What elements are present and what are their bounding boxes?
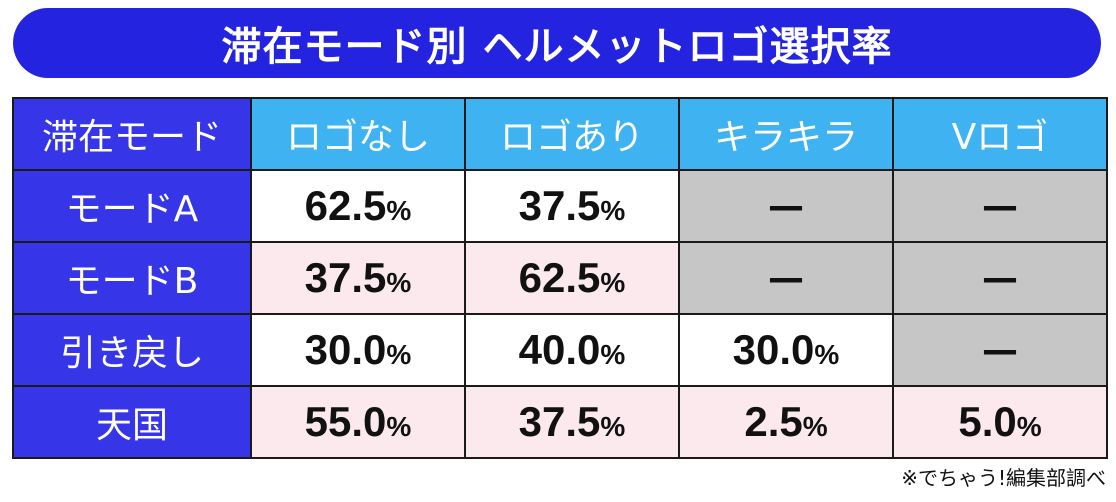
rate-value: 37.5 xyxy=(518,398,601,445)
column-header-v-logo: Vロゴ xyxy=(892,97,1108,171)
table-cell: 37.5% xyxy=(250,241,466,315)
percent-unit: % xyxy=(386,411,412,442)
not-applicable-dash: — xyxy=(768,185,804,227)
percent-unit: % xyxy=(600,267,626,298)
percent-unit: % xyxy=(600,411,626,442)
rate-value: 37.5 xyxy=(518,182,601,229)
percent-unit: % xyxy=(386,339,412,370)
table-cell: — xyxy=(678,169,894,243)
selection-rate-table: 滞在モード ロゴなし ロゴあり キラキラ Vロゴ モードA 62.5% 37.5% —… xyxy=(12,97,1108,459)
percent-unit: % xyxy=(386,195,412,226)
column-header-no-logo: ロゴなし xyxy=(250,97,466,171)
not-applicable-dash: — xyxy=(982,329,1018,371)
table-row-mode-b: モードB 37.5% 62.5% — — xyxy=(12,241,1108,315)
table-cell: — xyxy=(678,241,894,315)
row-header: モードB xyxy=(12,241,252,315)
table-cell: 30.0% xyxy=(678,313,894,387)
table-cell: — xyxy=(892,169,1108,243)
table-row-heaven: 天国 55.0% 37.5% 2.5% 5.0% xyxy=(12,385,1108,459)
row-header: モードA xyxy=(12,169,252,243)
percent-unit: % xyxy=(600,339,626,370)
not-applicable-dash: — xyxy=(982,257,1018,299)
table-cell: 55.0% xyxy=(250,385,466,459)
rate-value: 2.5 xyxy=(744,398,803,445)
table-cell: 40.0% xyxy=(464,313,680,387)
table-cell: 37.5% xyxy=(464,169,680,243)
not-applicable-dash: — xyxy=(982,185,1018,227)
row-header: 天国 xyxy=(12,385,252,459)
table-cell: 37.5% xyxy=(464,385,680,459)
source-footnote: ※でちゃう!編集部調べ xyxy=(901,466,1106,490)
table-cell: 62.5% xyxy=(464,241,680,315)
rate-value: 62.5 xyxy=(304,182,387,229)
table-row-mode-a: モードA 62.5% 37.5% — — xyxy=(12,169,1108,243)
percent-unit: % xyxy=(802,411,828,442)
percent-unit: % xyxy=(814,339,840,370)
percent-unit: % xyxy=(1016,411,1042,442)
percent-unit: % xyxy=(386,267,412,298)
table-cell: 5.0% xyxy=(892,385,1108,459)
table-cell: — xyxy=(892,241,1108,315)
table-cell: — xyxy=(892,313,1108,387)
rate-value: 37.5 xyxy=(304,254,387,301)
header-row: 滞在モード ロゴなし ロゴあり キラキラ Vロゴ xyxy=(12,97,1108,171)
table-cell: 62.5% xyxy=(250,169,466,243)
column-header-glitter: キラキラ xyxy=(678,97,894,171)
column-header-with-logo: ロゴあり xyxy=(464,97,680,171)
rate-value: 30.0 xyxy=(304,326,387,373)
rate-value: 55.0 xyxy=(304,398,387,445)
page-title: 滞在モード別 ヘルメットロゴ選択率 xyxy=(13,8,1101,78)
row-header: 引き戻し xyxy=(12,313,252,387)
table-cell: 30.0% xyxy=(250,313,466,387)
table-row-pullback: 引き戻し 30.0% 40.0% 30.0% — xyxy=(12,313,1108,387)
rate-value: 5.0 xyxy=(958,398,1017,445)
rate-value: 40.0 xyxy=(518,326,601,373)
rate-value: 30.0 xyxy=(732,326,815,373)
table-cell: 2.5% xyxy=(678,385,894,459)
rate-value: 62.5 xyxy=(518,254,601,301)
corner-header: 滞在モード xyxy=(12,97,252,171)
percent-unit: % xyxy=(600,195,626,226)
not-applicable-dash: — xyxy=(768,257,804,299)
